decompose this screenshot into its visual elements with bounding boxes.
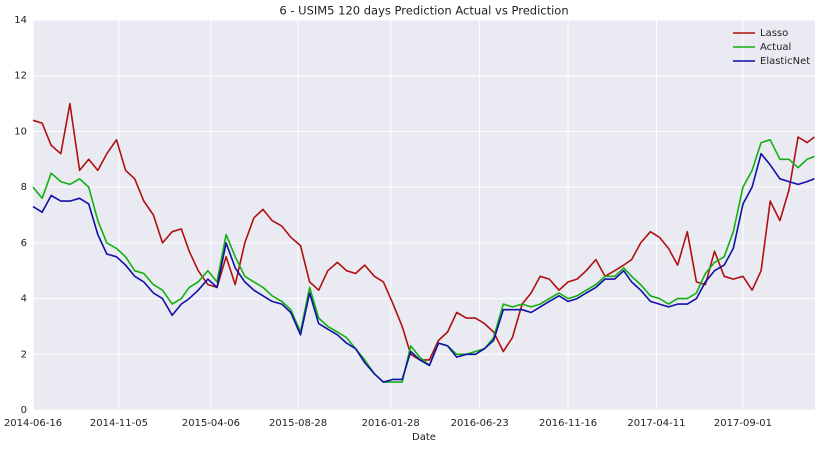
series-line bbox=[32, 139, 815, 383]
x-tick-label: 2015-04-06 bbox=[182, 418, 240, 429]
y-tick-label: 0 bbox=[21, 405, 27, 416]
legend-label: ElasticNet bbox=[760, 56, 810, 67]
y-tick-label: 6 bbox=[21, 238, 27, 249]
legend-label: Actual bbox=[760, 42, 791, 53]
series-line bbox=[32, 152, 815, 383]
x-axis-label: Date bbox=[412, 432, 436, 443]
y-tick-label: 4 bbox=[21, 294, 27, 305]
y-tick-label: 2 bbox=[21, 349, 27, 360]
y-tick-label: 12 bbox=[14, 71, 27, 82]
plot-area bbox=[33, 20, 815, 410]
x-tick-label: 2016-11-16 bbox=[539, 418, 597, 429]
x-tick-label: 2015-08-28 bbox=[269, 418, 327, 429]
x-tick-label: 2016-01-28 bbox=[362, 418, 420, 429]
legend-label: Lasso bbox=[760, 28, 788, 39]
y-tick-label: 14 bbox=[14, 15, 27, 26]
x-tick-label: 2016-06-23 bbox=[451, 418, 509, 429]
y-tick-label: 10 bbox=[14, 126, 27, 137]
x-tick-label: 2014-11-05 bbox=[90, 418, 148, 429]
x-tick-label: 2014-06-16 bbox=[4, 418, 62, 429]
chart-title: 6 - USIM5 120 days Prediction Actual vs … bbox=[279, 4, 568, 18]
x-tick-label: 2017-09-01 bbox=[714, 418, 772, 429]
y-tick-label: 8 bbox=[21, 182, 27, 193]
series-line bbox=[32, 102, 815, 361]
x-tick-label: 2017-04-11 bbox=[627, 418, 685, 429]
